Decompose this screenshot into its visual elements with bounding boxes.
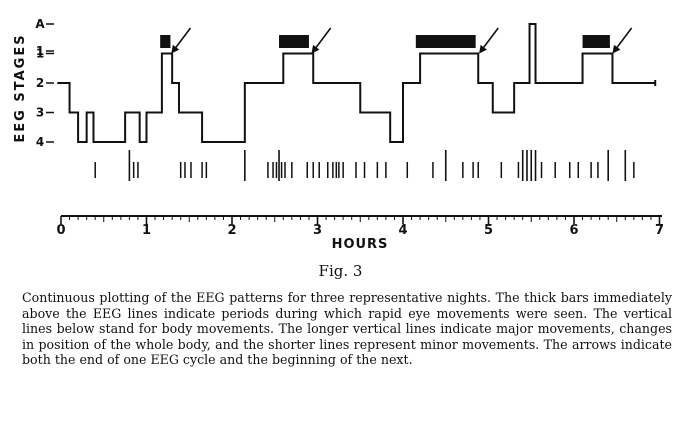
rem-bars (160, 35, 610, 48)
x-tick-label: 0 (56, 223, 65, 238)
y-axis-title: EEG STAGES (13, 33, 28, 142)
y-tick-label: 1 (36, 44, 44, 58)
eeg-chart: EEG STAGES A 1 1 2 3 4 0 1 2 3 4 5 6 7 HOURS (13, 17, 664, 252)
x-tick-label: 3 (313, 223, 322, 238)
y-tick-label: A (35, 17, 45, 31)
x-tick-label: 4 (398, 223, 407, 238)
x-tick-label: 2 (227, 223, 236, 238)
y-tick-label: 3 (36, 106, 44, 120)
rem-bar (582, 35, 610, 48)
body-movements (94, 150, 635, 181)
eeg-trace (57, 23, 657, 143)
y-tick-label: 4 (36, 135, 44, 149)
cycle-arrow (612, 27, 633, 54)
figure-label: Fig. 3 (318, 262, 363, 280)
eeg-step-line (57, 23, 656, 143)
cycle-arrow (479, 27, 499, 54)
y-tick-label: 2 (36, 76, 44, 90)
x-axis-title: HOURS (332, 237, 389, 252)
figure-caption: Continuous plotting of the EEG patterns … (22, 290, 672, 367)
cycle-arrows (171, 27, 633, 54)
cycle-arrow (311, 27, 332, 54)
y-tick-label: 1 (36, 47, 44, 61)
x-axis: 0 1 2 3 4 5 6 7 (56, 215, 664, 238)
rem-bar (415, 35, 476, 48)
cycle-arrow (171, 27, 192, 54)
rem-bar (279, 35, 309, 48)
x-tick-label: 1 (142, 223, 151, 238)
x-tick-label: 6 (569, 223, 578, 238)
x-tick-label: 5 (484, 223, 493, 238)
rem-bar (160, 35, 171, 48)
x-tick-label: 7 (655, 223, 664, 238)
